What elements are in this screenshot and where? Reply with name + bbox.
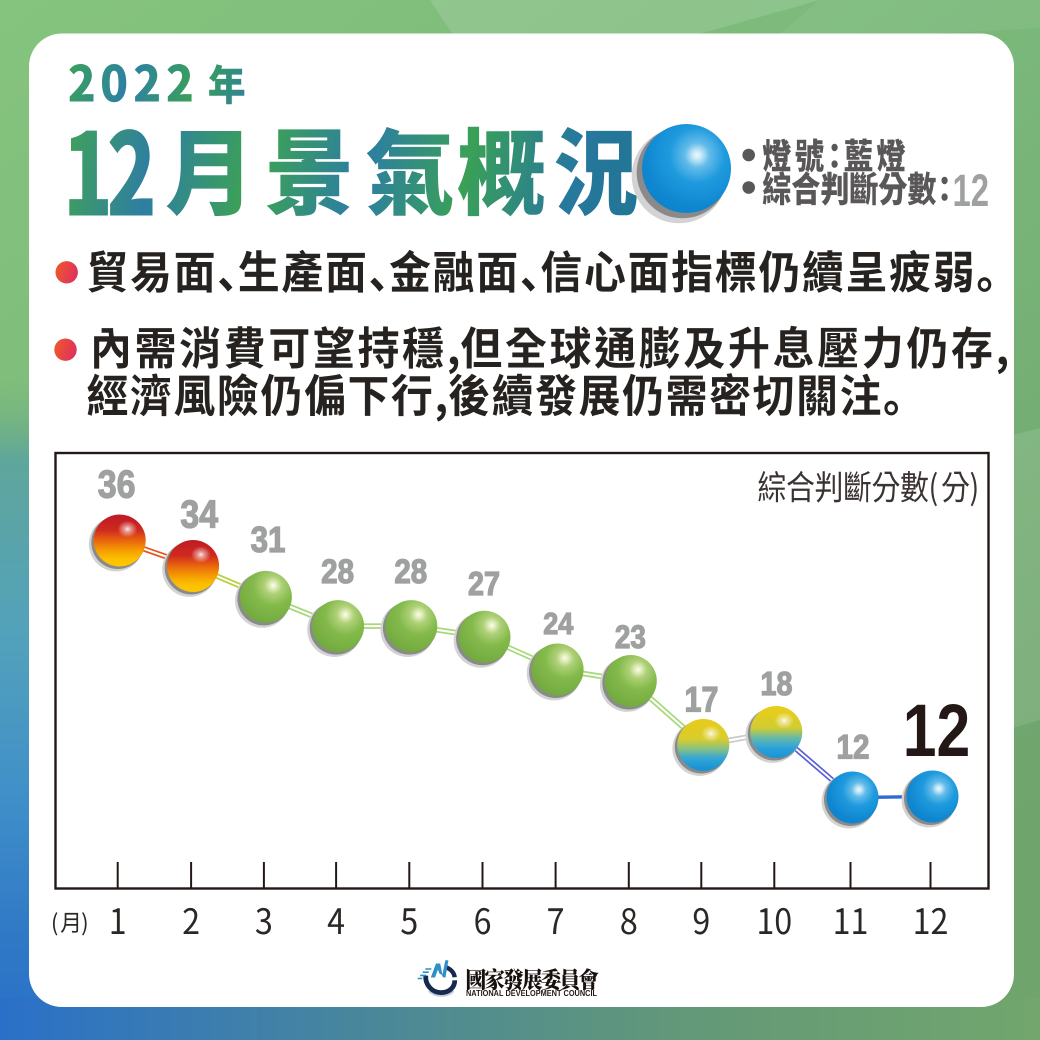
svg-text:28: 28 [321, 552, 354, 590]
svg-text:23: 23 [615, 620, 646, 655]
svg-text:12: 12 [903, 690, 970, 772]
svg-text:12: 12 [837, 727, 870, 765]
svg-text:27: 27 [468, 565, 500, 602]
svg-text:18: 18 [761, 665, 793, 702]
svg-text:36: 36 [98, 462, 136, 506]
svg-text:31: 31 [251, 520, 286, 561]
svg-text:28: 28 [394, 552, 427, 590]
svg-text:24: 24 [543, 607, 573, 641]
svg-text:34: 34 [180, 492, 218, 536]
svg-text:NATIONAL DEVELOPMENT COUNCIL: NATIONAL DEVELOPMENT COUNCIL [466, 988, 597, 998]
svg-text:12: 12 [953, 166, 990, 216]
svg-text:17: 17 [685, 680, 719, 719]
